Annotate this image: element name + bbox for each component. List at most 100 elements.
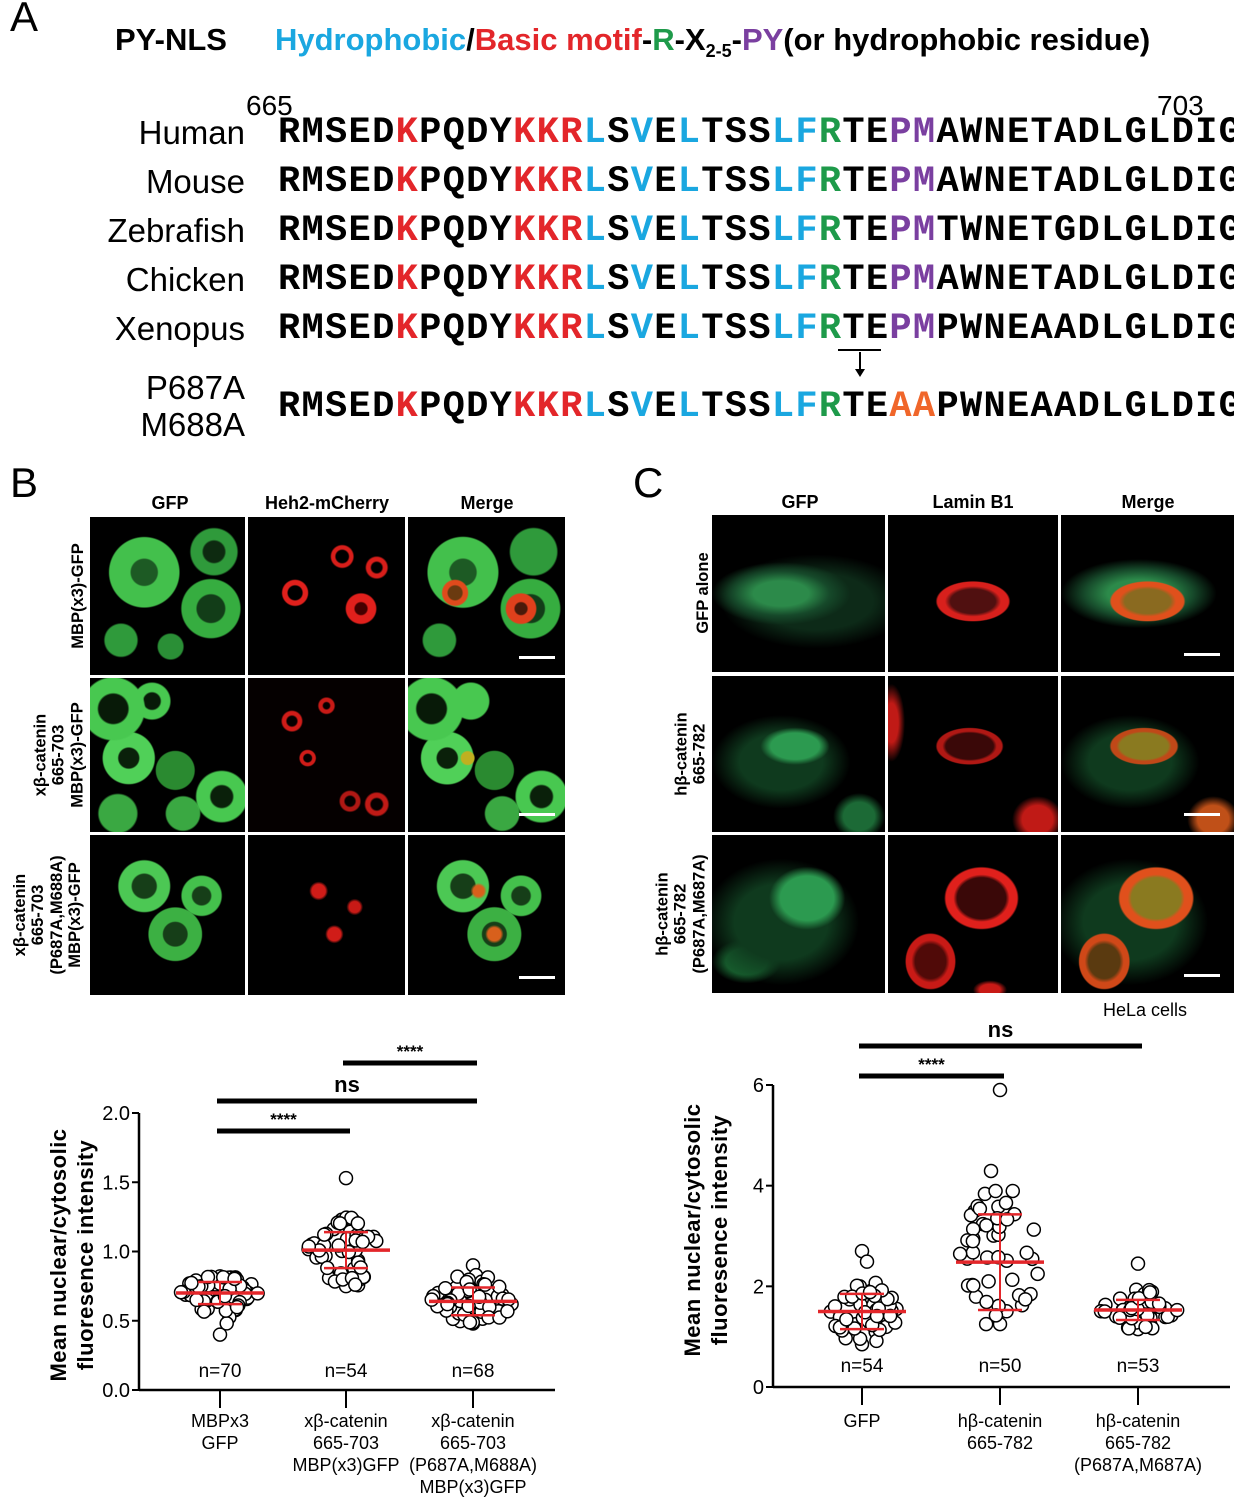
residue: K: [395, 112, 420, 154]
residue: L: [583, 112, 608, 154]
residue: N: [983, 259, 1007, 301]
residue: Y: [489, 308, 514, 350]
residue: T: [701, 259, 725, 301]
residue: Y: [489, 112, 514, 154]
category-label: xβ-catenin: [304, 1411, 387, 1431]
residue: A: [1030, 386, 1055, 428]
residue: D: [466, 112, 490, 154]
residue: A: [936, 112, 960, 154]
residue: I: [1195, 386, 1219, 428]
residue: D: [1077, 308, 1102, 350]
residue: G: [1218, 386, 1234, 428]
micrograph-b-row3-merge: [408, 835, 565, 995]
residue: A: [936, 161, 960, 203]
residue: L: [583, 210, 608, 252]
residue: E: [654, 308, 678, 350]
residue: T: [701, 112, 725, 154]
residue: T: [842, 259, 866, 301]
residue: S: [607, 210, 631, 252]
micrograph-c-row1-lamin: [888, 515, 1058, 672]
residue: E: [1006, 112, 1031, 154]
residue: T: [701, 210, 725, 252]
residue: L: [1148, 259, 1172, 301]
micrograph-c-row2-gfp: [712, 676, 885, 832]
residue: A: [1054, 308, 1078, 350]
sequence: RMSEDKPQDYKKRLSVELTSSLFRTEPMTWNETGDLGLDI…: [278, 211, 1234, 251]
category-label: 665-703: [313, 1433, 379, 1453]
residue: M: [301, 386, 326, 428]
residue: S: [748, 308, 772, 350]
y-tick-label: 2: [753, 1276, 764, 1298]
residue: T: [701, 386, 725, 428]
residue: L: [677, 386, 702, 428]
residue: L: [771, 161, 796, 203]
residue: E: [865, 161, 890, 203]
residue: E: [865, 259, 890, 301]
category-label: 665-782: [1105, 1433, 1171, 1453]
column-header-heh2: Heh2-mCherry: [264, 493, 390, 513]
residue: R: [278, 308, 302, 350]
residue: S: [748, 112, 772, 154]
column-header-gfp: GFP: [151, 493, 189, 513]
micrograph-b-row1-merge: [408, 517, 565, 675]
data-point: [862, 1284, 878, 1300]
data-point: [1018, 1292, 1033, 1307]
residue: L: [771, 210, 796, 252]
residue: D: [466, 210, 490, 252]
residue: K: [536, 210, 561, 252]
residue: F: [795, 308, 819, 350]
residue: Y: [489, 210, 514, 252]
residue: R: [818, 210, 843, 252]
residue: S: [607, 259, 631, 301]
residue: M: [301, 259, 326, 301]
residue: T: [842, 386, 866, 428]
data-point: [988, 1183, 1003, 1199]
residue: L: [771, 259, 796, 301]
residue: L: [1101, 386, 1125, 428]
motif-part: -X: [674, 22, 706, 57]
data-point: [1005, 1183, 1021, 1199]
y-tick-label: 6: [753, 1075, 764, 1097]
start-position: 665: [246, 90, 293, 121]
residue: A: [1054, 386, 1078, 428]
residue: A: [1054, 161, 1078, 203]
micrograph-b-row1-gfp: [90, 517, 245, 675]
residue: D: [466, 386, 490, 428]
residue: S: [607, 386, 631, 428]
motif-part: Basic motif: [474, 22, 642, 57]
residue: D: [372, 161, 396, 203]
species-label: Chicken: [125, 261, 245, 298]
residue: E: [654, 112, 678, 154]
residue: P: [419, 161, 443, 203]
residue: W: [959, 386, 984, 428]
motif-part: 2-5: [705, 41, 732, 62]
residue: R: [560, 161, 584, 203]
residue: I: [1195, 112, 1219, 154]
sequence: RMSEDKPQDYKKRLSVELTSSLFRTEPMAWNETADLGLDI…: [278, 260, 1234, 300]
residue: T: [1030, 161, 1055, 203]
residue: P: [419, 259, 443, 301]
residue: D: [1077, 386, 1102, 428]
micrograph-b-row2-mcherry: [248, 678, 405, 832]
significance-label: ****: [270, 1110, 297, 1129]
residue: S: [724, 112, 749, 154]
residue: L: [677, 259, 702, 301]
data-point: [983, 1163, 999, 1179]
residue: D: [372, 386, 396, 428]
residue: R: [818, 259, 843, 301]
scale-bar: [519, 656, 555, 659]
residue: R: [818, 161, 843, 203]
residue: L: [771, 112, 796, 154]
residue: E: [865, 210, 890, 252]
category-label: MBPx3: [191, 1411, 249, 1431]
micrograph-b-row3-gfp: [90, 835, 245, 995]
motif-part: -: [641, 22, 653, 57]
py-nls-title: PY-NLS Hydrophobic/Basic motif-R-X2-5-PY(…: [115, 22, 1150, 62]
micrograph-b-row3-mcherry: [248, 835, 405, 995]
residue: K: [536, 112, 561, 154]
significance-label: ****: [397, 1042, 424, 1061]
residue: P: [889, 112, 913, 154]
residue: N: [983, 386, 1007, 428]
micrograph-c-row2-lamin: [888, 676, 1058, 832]
n-label: n=53: [1117, 1356, 1160, 1377]
